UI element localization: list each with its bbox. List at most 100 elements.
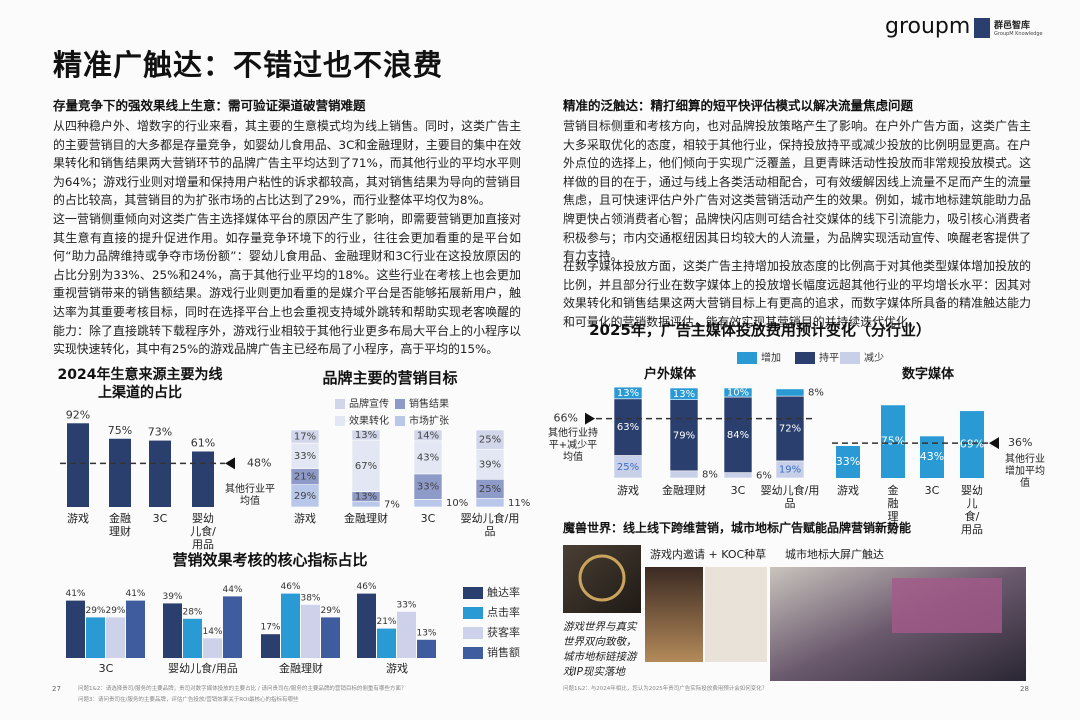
data-label: 25% bbox=[479, 484, 501, 495]
x-tick-label: 金融理财 bbox=[109, 512, 131, 538]
legend-label: 效果转化 bbox=[349, 414, 389, 427]
data-label: 43% bbox=[417, 452, 439, 463]
reference-marker bbox=[989, 437, 999, 450]
image-caption: 游戏内邀请 + KOC种草 bbox=[650, 548, 767, 561]
bar-segment bbox=[613, 386, 643, 400]
footnote: 问题1&2：与2024年相比，您认为2025年贵司广告实际投放费用预计会如何变化… bbox=[563, 686, 768, 692]
reference-label: 36% bbox=[1008, 436, 1032, 449]
reference-note: 其他行业增加平均值 bbox=[1005, 454, 1045, 489]
data-label: 61% bbox=[191, 436, 215, 449]
paragraph: 从四种稳户外、增数字的行业来看，其主要的生意模式均为线上销售。同时，这类广告主的… bbox=[53, 119, 521, 208]
bar-segment bbox=[475, 498, 505, 508]
x-tick-label: 婴幼儿食/用品 bbox=[168, 662, 238, 675]
legend-label: 持平 bbox=[819, 351, 839, 364]
bar bbox=[106, 617, 125, 658]
bar-segment bbox=[669, 470, 699, 479]
bar-segment bbox=[475, 429, 505, 450]
data-label: 13% bbox=[355, 492, 377, 503]
x-tick-label: 游戏 bbox=[837, 484, 859, 497]
bar bbox=[960, 411, 984, 478]
data-label: 39% bbox=[479, 459, 501, 470]
x-tick-label: 3C bbox=[420, 512, 436, 525]
paragraph: 这一营销侧重倾向对这类广告主选择媒体平台的原因产生了影响，即需要营销更加直接对其… bbox=[53, 212, 521, 357]
legend-label: 增加 bbox=[761, 351, 781, 364]
data-label: 7% bbox=[384, 499, 400, 510]
x-tick-label: 婴幼儿食/用品 bbox=[961, 484, 983, 536]
legend-label: 品牌宣传 bbox=[349, 397, 389, 410]
chart-title: 营销效果考核的核心指标占比 bbox=[172, 551, 368, 569]
bar bbox=[183, 618, 202, 658]
bar-segment bbox=[775, 388, 805, 397]
page-number: 27 bbox=[52, 685, 61, 693]
x-tick-label: 金融理财 bbox=[662, 484, 706, 497]
legend-label: 触达率 bbox=[487, 585, 520, 599]
logo: groupm bbox=[885, 14, 971, 39]
data-label: 8% bbox=[808, 388, 824, 399]
data-label: 46% bbox=[356, 582, 376, 592]
bar-segment bbox=[669, 387, 699, 400]
legend-swatch bbox=[463, 587, 483, 599]
logo-subtext: GroupM Knowledge bbox=[994, 31, 1043, 37]
bar-segment bbox=[723, 472, 753, 479]
x-tick-label: 3C bbox=[98, 662, 114, 675]
paragraph: 在数字媒体投放方面，这类广告主持增加投放态度的比例高于对其他类型媒体增加投放的比… bbox=[563, 259, 1031, 329]
reference-note: 其他行业持平+减少平均值 bbox=[548, 428, 598, 463]
legend-label: 减少 bbox=[864, 352, 884, 364]
x-tick-label: 3C bbox=[152, 512, 168, 525]
bar bbox=[397, 611, 416, 658]
data-label: 14% bbox=[417, 430, 439, 441]
data-label: 33% bbox=[294, 451, 316, 462]
data-label: 63% bbox=[617, 422, 639, 433]
bar bbox=[126, 600, 145, 658]
bar bbox=[223, 596, 242, 658]
data-label: 10% bbox=[446, 498, 468, 509]
data-label: 38% bbox=[300, 593, 320, 603]
legend-label: 市场扩张 bbox=[409, 414, 449, 427]
paragraph: 营销目标侧重和考核方向，也对品牌投放策略产生了影响。在户外广告方面，这类广告主大… bbox=[563, 119, 1031, 264]
case-heading: 魔兽世界：线上线下跨维营销，城市地标广告赋能品牌营销新势能 bbox=[563, 521, 912, 535]
bar-segment bbox=[413, 473, 443, 500]
page-number: 28 bbox=[1020, 685, 1029, 693]
data-label: 33% bbox=[396, 600, 416, 610]
bar-segment bbox=[351, 439, 381, 492]
x-tick-label: 3C bbox=[730, 484, 746, 497]
x-tick-label: 游戏 bbox=[67, 512, 89, 525]
data-label: 43% bbox=[920, 450, 944, 463]
page-title: 精准广触达：不错过也不浪费 bbox=[53, 48, 444, 82]
section-heading: 存量竞争下的强效果线上生意：需可验证渠道破营销难题 bbox=[53, 98, 366, 113]
bar bbox=[163, 603, 182, 658]
data-label: 17% bbox=[260, 623, 280, 633]
legend-swatch bbox=[840, 352, 860, 364]
data-label: 75% bbox=[108, 424, 132, 437]
legend-swatch bbox=[335, 416, 345, 426]
bar bbox=[417, 639, 436, 658]
bar bbox=[149, 440, 171, 507]
bar-segment bbox=[290, 429, 320, 444]
bar bbox=[321, 617, 340, 658]
footnote: 问题1&2：请选择贵司/服务的主要品牌，贵司对数字媒体投放的主要占比 / 请问贵… bbox=[78, 686, 407, 692]
data-label: 17% bbox=[294, 432, 316, 443]
data-label: 72% bbox=[779, 424, 801, 435]
bar bbox=[377, 628, 396, 658]
data-label: 19% bbox=[779, 464, 801, 475]
data-label: 29% bbox=[294, 491, 316, 502]
billboard-screen bbox=[892, 578, 1002, 633]
legend-label: 销售额 bbox=[487, 645, 520, 659]
reference-marker bbox=[585, 412, 595, 425]
data-label: 21% bbox=[376, 617, 396, 627]
legend-swatch bbox=[737, 352, 757, 364]
data-label: 25% bbox=[617, 462, 639, 473]
data-label: 13% bbox=[617, 388, 639, 399]
reference-marker bbox=[225, 457, 235, 470]
bar bbox=[301, 604, 320, 658]
data-label: 33% bbox=[417, 482, 439, 493]
data-label: 6% bbox=[756, 470, 772, 481]
data-label: 13% bbox=[416, 628, 436, 638]
legend-swatch bbox=[463, 627, 483, 639]
chart-title: 品牌主要的营销目标 bbox=[322, 369, 458, 387]
data-label: 21% bbox=[294, 472, 316, 483]
x-tick-label: 游戏 bbox=[617, 484, 639, 497]
bar bbox=[109, 438, 131, 507]
bar bbox=[66, 600, 85, 658]
data-label: 92% bbox=[66, 408, 90, 421]
